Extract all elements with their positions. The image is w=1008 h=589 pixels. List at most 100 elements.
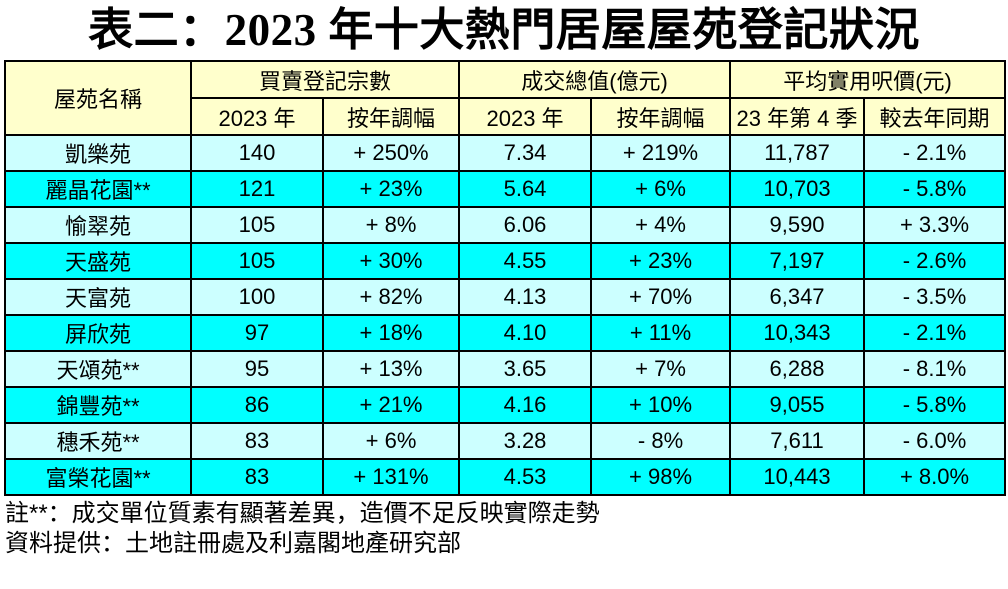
estate-name-cell: 天頌苑** bbox=[4, 350, 192, 388]
value-cell: + 131% bbox=[321, 458, 461, 496]
estate-name-cell: 天富苑 bbox=[4, 278, 192, 316]
value-cell: - 6.0% bbox=[863, 422, 1007, 460]
table-row: 錦豐苑** 86 + 21% 4.16 + 10% 9,055- 5.8% bbox=[4, 386, 1007, 424]
value-cell: 83 bbox=[190, 458, 324, 496]
estate-name-cell: 屏欣苑 bbox=[4, 314, 192, 352]
value-cell: 6,288 bbox=[729, 350, 866, 388]
value-cell: + 30% bbox=[321, 242, 461, 280]
col-group-total-value: 成交總值(億元) bbox=[458, 60, 732, 99]
col-header-estate-name: 屋苑名稱 bbox=[4, 60, 192, 136]
value-cell: - 5.8% bbox=[863, 170, 1007, 208]
value-cell: 83 bbox=[190, 422, 324, 460]
value-cell: 4.13 bbox=[458, 278, 593, 316]
value-cell: + 250% bbox=[321, 134, 461, 172]
value-cell: 10,443 bbox=[729, 458, 866, 496]
value-cell: - 3.5% bbox=[863, 278, 1007, 316]
value-cell: 3.28 bbox=[458, 422, 593, 460]
table-row: 富榮花園** 83 + 131% 4.53 + 98% 10,443 + 8.0% bbox=[4, 458, 1007, 496]
value-cell: - 2.1% bbox=[863, 134, 1007, 172]
value-cell: 6.06 bbox=[458, 206, 593, 244]
value-cell: + 219% bbox=[590, 134, 732, 172]
value-cell: + 6% bbox=[321, 422, 461, 460]
value-cell: 3.65 bbox=[458, 350, 593, 388]
value-cell: 97 bbox=[190, 314, 324, 352]
value-cell: 10,343 bbox=[729, 314, 866, 352]
value-cell: 95 bbox=[190, 350, 324, 388]
value-cell: 100 bbox=[190, 278, 324, 316]
col-group-avg-price: 平均實用呎價(元) bbox=[729, 60, 1007, 99]
table-row: 屏欣苑 97 + 18% 4.10 + 11% 10,343- 2.1% bbox=[4, 314, 1007, 352]
value-cell: 11,787 bbox=[729, 134, 866, 172]
value-cell: 7,197 bbox=[729, 242, 866, 280]
table-header: 屋苑名稱 買賣登記宗數 成交總值(億元) 平均實用呎價(元) 2023 年 按年… bbox=[4, 60, 1007, 136]
value-cell: + 23% bbox=[321, 170, 461, 208]
value-cell: + 70% bbox=[590, 278, 732, 316]
value-cell: + 13% bbox=[321, 350, 461, 388]
value-cell: + 6% bbox=[590, 170, 732, 208]
value-cell: + 18% bbox=[321, 314, 461, 352]
estate-name-cell: 凱樂苑 bbox=[4, 134, 192, 172]
value-cell: 6,347 bbox=[729, 278, 866, 316]
value-cell: 7,611 bbox=[729, 422, 866, 460]
estate-name-cell: 天盛苑 bbox=[4, 242, 192, 280]
value-cell: - 2.1% bbox=[863, 314, 1007, 352]
table-row: 穗禾苑** 83 + 6% 3.28- 8% 7,611- 6.0% bbox=[4, 422, 1007, 460]
value-cell: + 4% bbox=[590, 206, 732, 244]
value-cell: 4.16 bbox=[458, 386, 593, 424]
estate-name-cell: 麗晶花園** bbox=[4, 170, 192, 208]
value-cell: + 98% bbox=[590, 458, 732, 496]
value-cell: + 82% bbox=[321, 278, 461, 316]
table-body: 凱樂苑 140 + 250% 7.34 + 219% 11,787- 2.1% 麗晶花園**… bbox=[4, 134, 1007, 496]
header-row-groups: 屋苑名稱 買賣登記宗數 成交總值(億元) 平均實用呎價(元) bbox=[4, 60, 1007, 136]
value-cell: 10,703 bbox=[729, 170, 866, 208]
table-row: 天富苑 100 + 82% 4.13 + 70% 6,347- 3.5% bbox=[4, 278, 1007, 316]
value-cell: 121 bbox=[190, 170, 324, 208]
value-cell: - 5.8% bbox=[863, 386, 1007, 424]
estate-name-cell: 穗禾苑** bbox=[4, 422, 192, 460]
value-cell: 9,590 bbox=[729, 206, 866, 244]
col-header-reg-yoy: 按年調幅 bbox=[321, 97, 461, 136]
col-group-registrations: 買賣登記宗數 bbox=[189, 60, 461, 99]
value-cell: + 8% bbox=[321, 206, 461, 244]
col-header-value-2023: 2023 年 bbox=[458, 97, 593, 136]
table-row: 天盛苑 105 + 30% 4.55 + 23% 7,197- 2.6% bbox=[4, 242, 1007, 280]
value-cell: 4.53 bbox=[458, 458, 593, 496]
value-cell: + 23% bbox=[590, 242, 732, 280]
value-cell: + 7% bbox=[590, 350, 732, 388]
table-row: 天頌苑** 95 + 13% 3.65 + 7% 6,288- 8.1% bbox=[4, 350, 1007, 388]
page-title: 表二：2023 年十大熱門居屋屋苑登記狀況 bbox=[88, 5, 920, 55]
estates-table: 屋苑名稱 買賣登記宗數 成交總值(億元) 平均實用呎價(元) 2023 年 按年… bbox=[4, 60, 1007, 496]
value-cell: + 8.0% bbox=[863, 458, 1007, 496]
value-cell: - 8.1% bbox=[863, 350, 1007, 388]
source-note: 資料提供：土地註冊處及利嘉閣地產研究部 bbox=[5, 530, 461, 557]
table-row: 愉翠苑 105 + 8% 6.06 + 4% 9,590 + 3.3% bbox=[4, 206, 1007, 244]
table-row: 凱樂苑 140 + 250% 7.34 + 219% 11,787- 2.1% bbox=[4, 134, 1007, 172]
value-cell: + 11% bbox=[590, 314, 732, 352]
value-cell: - 2.6% bbox=[863, 242, 1007, 280]
header-row-subs: 2023 年 按年調幅 2023 年 按年調幅 23 年第 4 季 較去年同期 bbox=[5, 97, 1007, 136]
value-cell: 7.34 bbox=[458, 134, 593, 172]
value-cell: 140 bbox=[190, 134, 324, 172]
col-header-reg-2023: 2023 年 bbox=[190, 97, 324, 136]
value-cell: + 21% bbox=[321, 386, 461, 424]
value-cell: + 10% bbox=[590, 386, 732, 424]
value-cell: 5.64 bbox=[458, 170, 593, 208]
estate-name-cell: 富榮花園** bbox=[4, 458, 192, 496]
footnote: 註**：成交單位質素有顯著差異，造價不足反映實際走勢 bbox=[5, 500, 600, 527]
table-row: 麗晶花園** 121 + 23% 5.64 + 6% 10,703- 5.8% bbox=[4, 170, 1007, 208]
value-cell: + 3.3% bbox=[863, 206, 1007, 244]
value-cell: 4.10 bbox=[458, 314, 593, 352]
notes: 註**：成交單位質素有顯著差異，造價不足反映實際走勢 資料提供：土地註冊處及利嘉… bbox=[4, 499, 1004, 559]
col-header-price-q4: 23 年第 4 季 bbox=[729, 97, 866, 136]
value-cell: 86 bbox=[190, 386, 324, 424]
col-header-price-yoy: 較去年同期 bbox=[863, 97, 1007, 136]
value-cell: - 8% bbox=[590, 422, 732, 460]
col-header-value-yoy: 按年調幅 bbox=[590, 97, 732, 136]
estate-name-cell: 愉翠苑 bbox=[4, 206, 192, 244]
value-cell: 105 bbox=[190, 242, 324, 280]
value-cell: 9,055 bbox=[729, 386, 866, 424]
estate-name-cell: 錦豐苑** bbox=[4, 386, 192, 424]
value-cell: 105 bbox=[190, 206, 324, 244]
value-cell: 4.55 bbox=[458, 242, 593, 280]
